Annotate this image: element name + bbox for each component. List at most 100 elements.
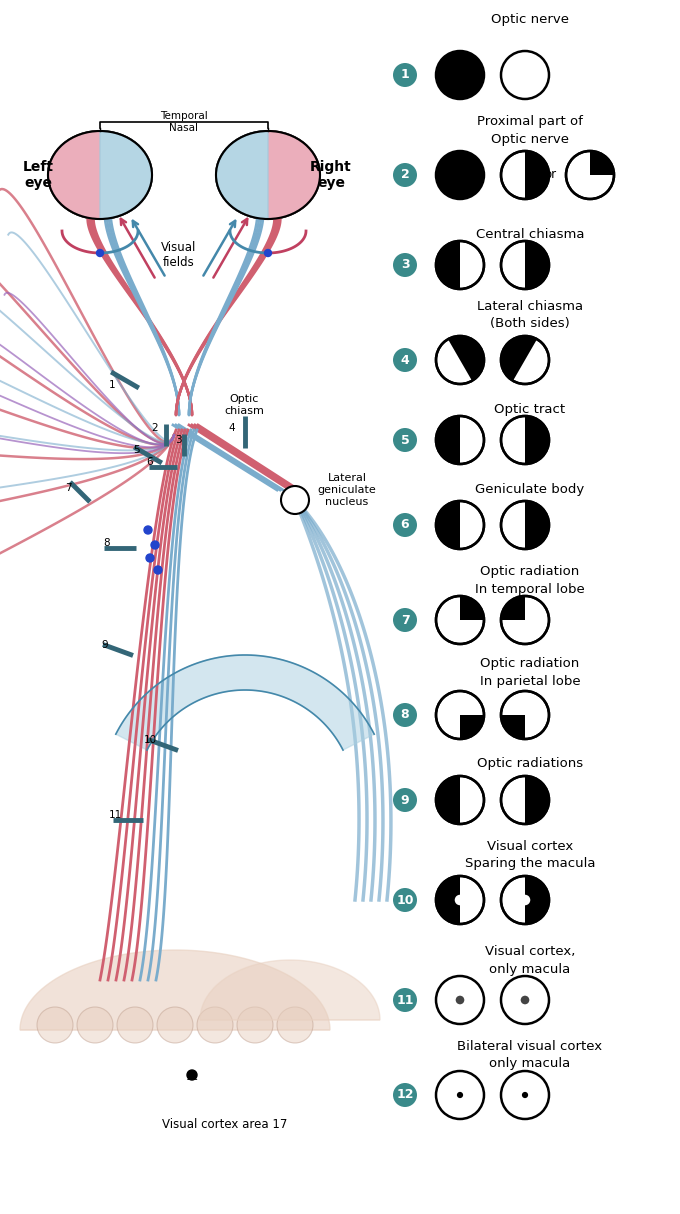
Text: 9: 9 [102,640,108,649]
Circle shape [455,895,465,906]
Circle shape [501,336,549,384]
Text: Optic nerve: Optic nerve [491,132,569,146]
Circle shape [146,554,154,562]
Circle shape [501,1071,549,1119]
Circle shape [436,151,484,199]
Text: Optic tract: Optic tract [494,403,566,416]
Wedge shape [436,242,460,289]
Text: Geniculate body: Geniculate body [475,483,585,497]
Circle shape [566,151,614,199]
Text: Optic nerve: Optic nerve [491,13,569,27]
Circle shape [521,995,529,1004]
Circle shape [501,776,549,824]
Text: Visual cortex,: Visual cortex, [485,944,575,958]
Polygon shape [20,951,330,1029]
Circle shape [393,703,417,727]
Text: 8: 8 [103,538,110,548]
Wedge shape [525,776,549,824]
Circle shape [436,596,484,643]
Text: 12: 12 [396,1089,413,1101]
Circle shape [154,566,162,574]
Wedge shape [501,336,537,381]
Wedge shape [460,715,484,739]
Circle shape [197,1006,233,1043]
Circle shape [436,416,484,464]
Text: 10: 10 [396,894,413,907]
Circle shape [501,691,549,739]
Wedge shape [525,151,549,199]
Circle shape [436,242,484,289]
Circle shape [501,51,549,100]
Circle shape [393,253,417,277]
Polygon shape [116,656,374,750]
Text: Visual cortex area 17: Visual cortex area 17 [163,1118,288,1131]
Circle shape [436,877,484,924]
Circle shape [37,1006,73,1043]
Text: Optic radiation: Optic radiation [480,565,579,578]
Polygon shape [48,131,100,219]
Circle shape [522,1091,528,1099]
Text: 5: 5 [401,433,409,447]
Circle shape [436,51,484,100]
Wedge shape [460,596,484,620]
Circle shape [501,596,549,643]
Polygon shape [268,131,320,219]
Text: Optic radiation: Optic radiation [480,657,579,669]
Circle shape [393,788,417,812]
Circle shape [151,541,159,549]
Circle shape [393,1083,417,1107]
Circle shape [187,1070,197,1080]
Polygon shape [200,960,380,1020]
Text: Central chiasma: Central chiasma [476,228,584,242]
Circle shape [393,163,417,187]
Wedge shape [525,877,549,924]
Circle shape [501,501,549,549]
Circle shape [393,348,417,371]
Text: Temporal: Temporal [160,110,208,121]
Circle shape [436,1071,484,1119]
Text: Optic radiations: Optic radiations [477,756,583,770]
Wedge shape [436,776,460,824]
Text: (Both sides): (Both sides) [490,318,570,330]
Text: 7: 7 [401,613,409,626]
Text: Lateral chiasma: Lateral chiasma [477,300,583,312]
Text: Sparing the macula: Sparing the macula [464,857,595,870]
Polygon shape [216,131,268,219]
Text: Bilateral visual cortex: Bilateral visual cortex [458,1039,602,1053]
Text: 11: 11 [396,993,413,1006]
Circle shape [277,1006,313,1043]
Text: In temporal lobe: In temporal lobe [475,583,585,596]
Text: only macula: only macula [490,1057,571,1071]
Text: 9: 9 [401,794,409,806]
Wedge shape [501,715,525,739]
Text: Right
eye: Right eye [310,160,352,191]
Circle shape [97,250,103,256]
Text: 10: 10 [143,734,156,745]
Circle shape [281,486,309,514]
Circle shape [265,250,271,256]
Circle shape [436,776,484,824]
Text: Proximal part of: Proximal part of [477,114,583,127]
Text: 2: 2 [401,169,409,182]
Circle shape [436,976,484,1023]
Text: In parietal lobe: In parietal lobe [479,675,580,687]
Circle shape [457,1091,463,1099]
Text: 3: 3 [175,435,182,446]
Circle shape [501,242,549,289]
Circle shape [237,1006,273,1043]
Circle shape [393,429,417,452]
Circle shape [393,887,417,912]
Text: 6: 6 [401,518,409,532]
Text: Optic
chiasm: Optic chiasm [224,395,264,416]
Circle shape [501,877,549,924]
Text: 2: 2 [152,422,158,433]
Text: only macula: only macula [490,963,571,976]
Text: 5: 5 [133,446,139,455]
Wedge shape [525,242,549,289]
Ellipse shape [216,131,320,219]
Text: 7: 7 [65,483,71,493]
Circle shape [117,1006,153,1043]
Wedge shape [448,336,484,381]
Circle shape [436,501,484,549]
Text: Visual cortex: Visual cortex [487,840,573,852]
